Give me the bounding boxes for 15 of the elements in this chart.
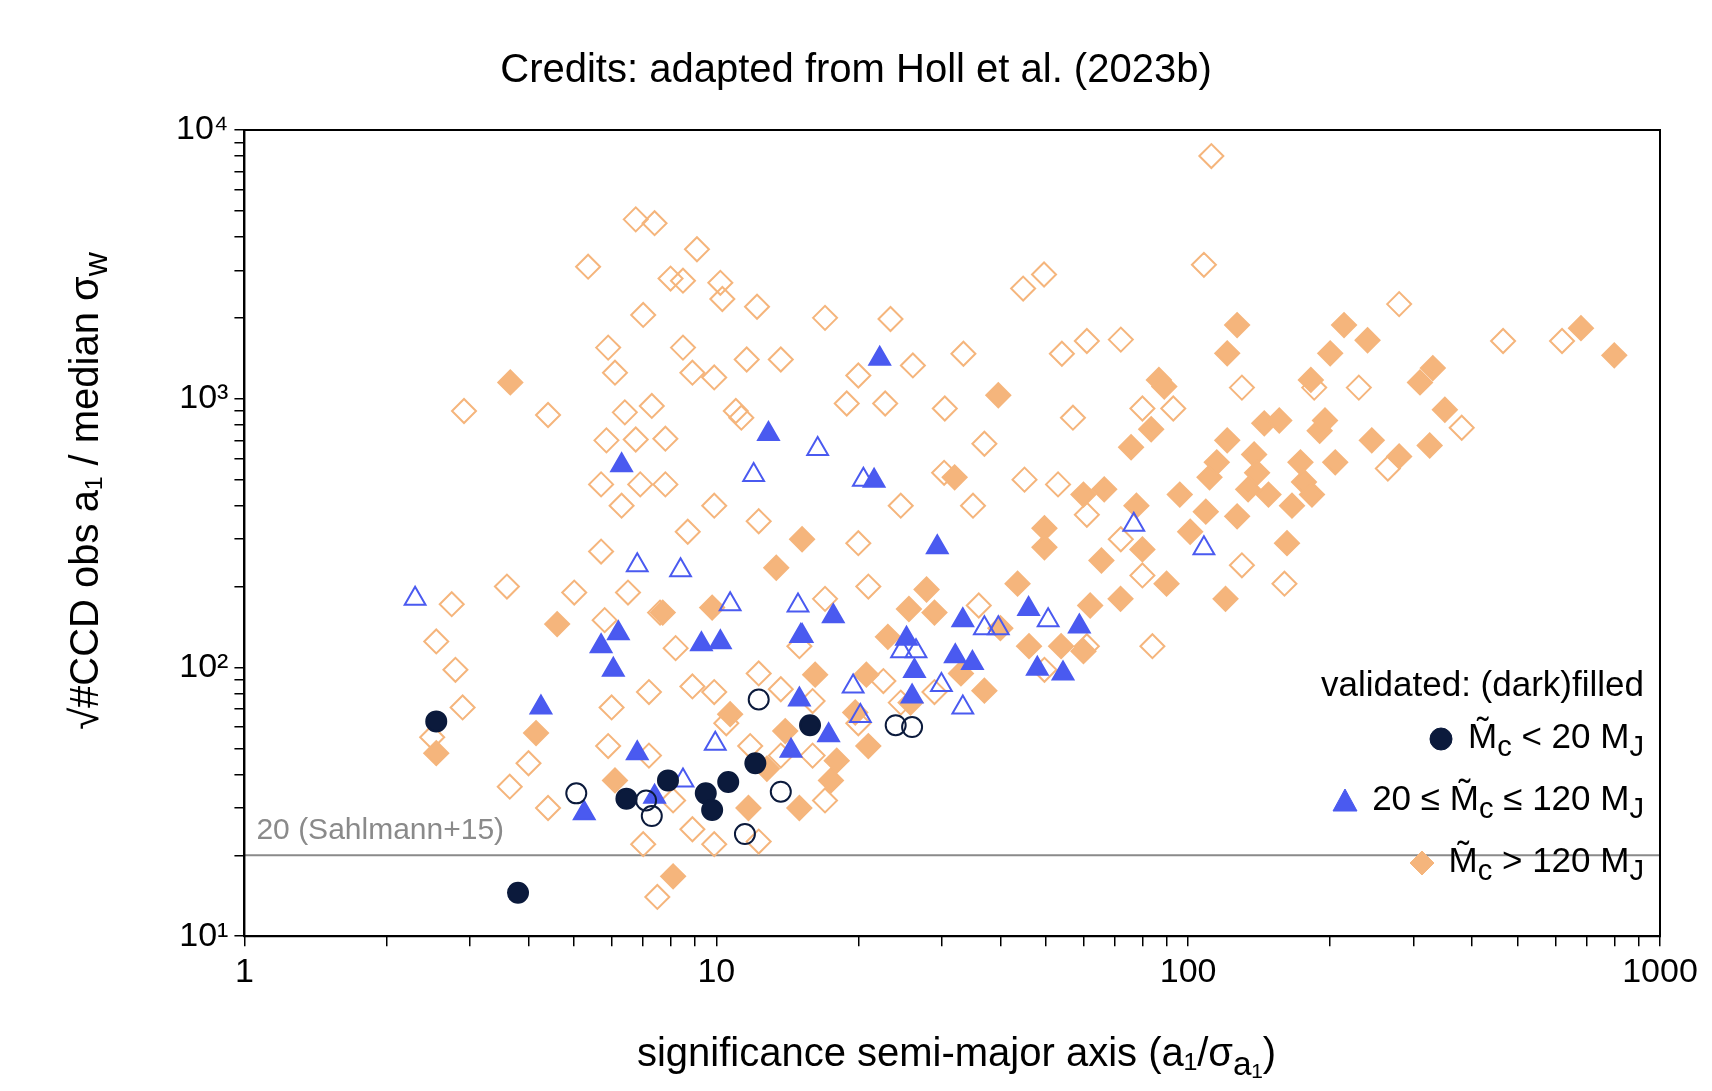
x-tick-label: 100 — [1159, 950, 1217, 989]
legend-label: M̃$_{c}$ > 120 M$_{J}$ — [1448, 840, 1644, 887]
legend-label: M̃$_{c}$ < 20 M$_{J}$ — [1467, 716, 1644, 763]
x-axis-title: significance semi-major axis (a₁/σ$_{a₁}$) — [635, 1030, 1278, 1083]
y-tick-label: 10¹ — [179, 914, 229, 953]
ref-line-label: 20 (Sahlmann+15) — [256, 811, 505, 845]
x-tick-label: 10 — [697, 950, 736, 989]
legend-title: validated: (dark)filled — [1321, 663, 1644, 706]
chart-title: Credits: adapted from Holl et al. (2023b) — [499, 46, 1213, 91]
x-tick-label: 1000 — [1622, 950, 1698, 989]
legend-label: 20 ≤ M̃$_{c}$ ≤ 120 M$_{J}$ — [1372, 778, 1644, 825]
y-tick-label: 10³ — [179, 377, 229, 416]
y-tick-label: 10⁴ — [175, 108, 229, 147]
y-tick-label: 10² — [179, 645, 229, 684]
x-tick-label: 1 — [234, 950, 254, 989]
